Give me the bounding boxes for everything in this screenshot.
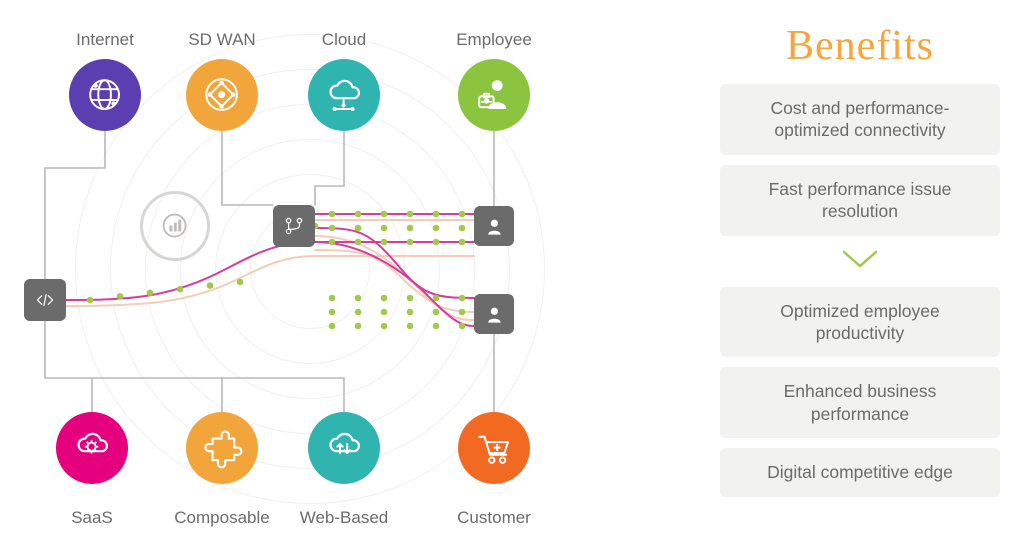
- employee-icon: [458, 59, 530, 131]
- benefit-item: Fast performance issue resolution: [720, 165, 1000, 236]
- analytics-badge-icon: [140, 191, 210, 261]
- diagram-area: Internet SD WAN Cloud Employee SaaS Composabl…: [0, 0, 640, 539]
- node-label-employee: Employee: [456, 30, 532, 50]
- node-label-webbased: Web-Based: [300, 508, 389, 528]
- node-label-internet: Internet: [76, 30, 134, 50]
- user1-box-icon: [474, 206, 514, 246]
- user2-box-icon: [474, 294, 514, 334]
- node-label-customer: Customer: [457, 508, 531, 528]
- benefits-panel: Benefits Cost and performance-optimized …: [720, 22, 1000, 507]
- cloud-icon: [308, 59, 380, 131]
- sdwan-icon: [186, 59, 258, 131]
- composable-icon: [186, 412, 258, 484]
- code-box-icon: [24, 279, 66, 321]
- benefits-top-group: Cost and performance-optimized connectiv…: [720, 84, 1000, 236]
- stage: Internet SD WAN Cloud Employee SaaS Composabl…: [0, 0, 1024, 539]
- saas-icon: [56, 412, 128, 484]
- chevron-down-icon: [844, 252, 876, 266]
- node-label-sdwan: SD WAN: [188, 30, 255, 50]
- benefit-item: Cost and performance-optimized connectiv…: [720, 84, 1000, 155]
- node-label-saas: SaaS: [71, 508, 113, 528]
- webbased-icon: [308, 412, 380, 484]
- benefits-bottom-group: Optimized employee productivity Enhanced …: [720, 287, 1000, 497]
- internet-icon: [69, 59, 141, 131]
- benefit-item: Optimized employee productivity: [720, 287, 1000, 358]
- node-label-cloud: Cloud: [322, 30, 366, 50]
- benefit-item: Digital competitive edge: [720, 448, 1000, 496]
- benefit-item: Enhanced business performance: [720, 367, 1000, 438]
- customer-icon: [458, 412, 530, 484]
- benefits-title: Benefits: [720, 22, 1000, 70]
- fork-box-icon: [273, 205, 315, 247]
- benefits-divider: [720, 246, 1000, 277]
- node-label-composable: Composable: [174, 508, 269, 528]
